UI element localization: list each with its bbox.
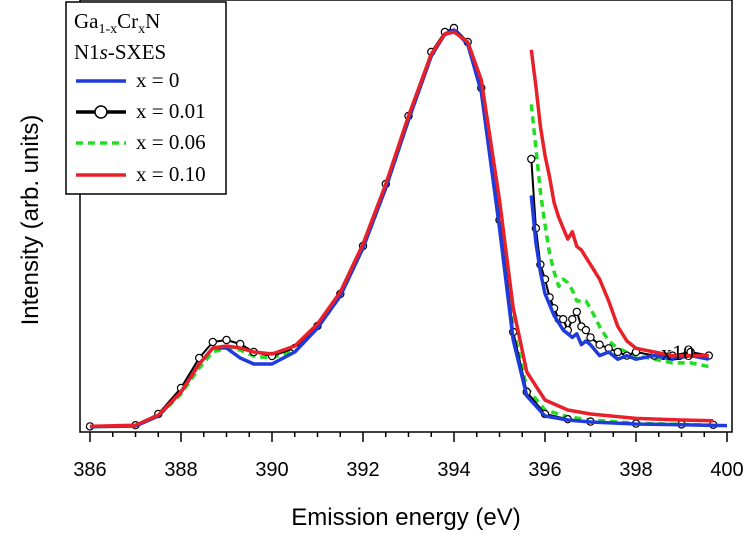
x-axis-title: Emission energy (eV) bbox=[291, 504, 520, 531]
data-point-x001 bbox=[208, 337, 217, 347]
x-tick-label: 390 bbox=[255, 459, 288, 481]
series-line-x---0-10 bbox=[89, 30, 714, 429]
x-tick-label: 398 bbox=[619, 459, 652, 481]
inset-line-x---0-10 bbox=[529, 49, 709, 358]
legend-title-method: N1s-SXES bbox=[74, 40, 166, 64]
x-tick-label: 386 bbox=[73, 459, 106, 481]
inset-data-point-x001 bbox=[586, 333, 595, 342]
legend-label: x = 0.01 bbox=[136, 99, 206, 123]
data-point-x001 bbox=[222, 335, 231, 345]
inset-line-x---0 bbox=[529, 195, 710, 361]
x-axis-ticks: 386 388 390 392 394 396 398 400 bbox=[73, 432, 744, 481]
inset-data-point-x001 bbox=[595, 340, 604, 349]
legend-marker bbox=[94, 105, 108, 119]
x-tick-label: 394 bbox=[437, 459, 470, 481]
legend-label: x = 0 bbox=[136, 68, 179, 92]
inset-data-point-x001 bbox=[568, 315, 577, 324]
legend-label: x = 0.06 bbox=[136, 130, 206, 154]
legend-entries: x = 0 x = 0.01 x = 0.06 x = 0.10 bbox=[76, 68, 206, 186]
inset-data-point-x001 bbox=[613, 347, 623, 357]
inset-data-point-x001 bbox=[527, 154, 536, 164]
series-layer bbox=[85, 23, 728, 431]
legend-title-compound: Ga1-xCrxN bbox=[74, 9, 160, 37]
inset-data-point-x001 bbox=[581, 325, 591, 335]
x-tick-label: 392 bbox=[346, 459, 379, 481]
y-axis-title: Intensity (arb. units) bbox=[17, 115, 44, 326]
legend: Ga1-xCrxN N1s-SXES x = 0 x = 0.01 x = 0.06… bbox=[65, 1, 227, 195]
inset-data-point-x001 bbox=[572, 307, 582, 317]
legend-box bbox=[65, 1, 227, 195]
x-tick-label: 396 bbox=[528, 459, 561, 481]
inset-data-point-x001 bbox=[559, 315, 568, 324]
x10-annotation: x10 bbox=[661, 340, 694, 365]
legend-label: x = 0.10 bbox=[136, 162, 206, 186]
x-tick-label: 400 bbox=[710, 459, 743, 481]
x-tick-label: 388 bbox=[164, 459, 197, 481]
